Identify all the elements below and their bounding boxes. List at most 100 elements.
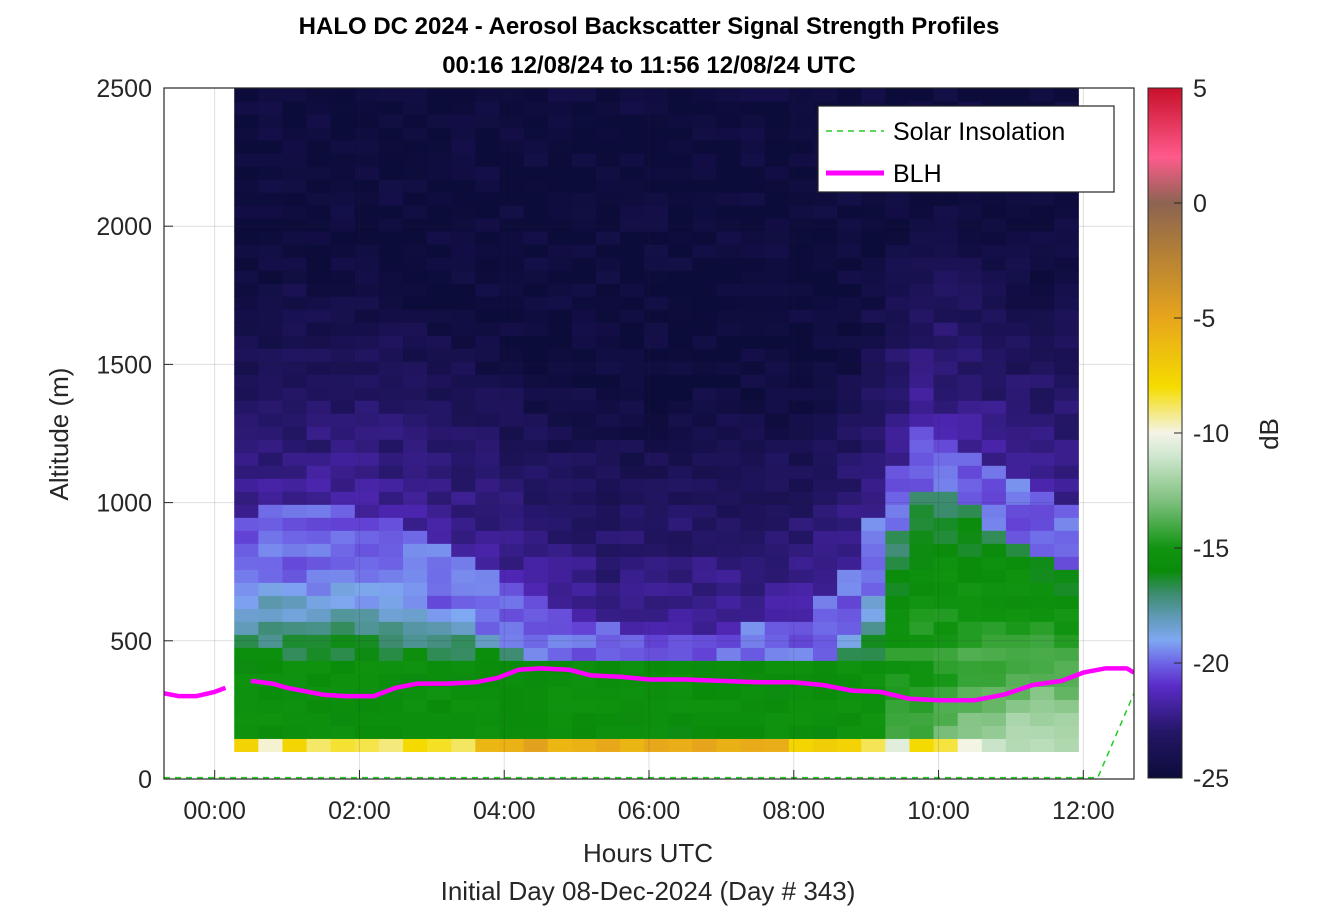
heatmap-cell [644, 491, 669, 505]
heatmap-cell [523, 348, 549, 362]
heatmap-cell [499, 361, 525, 375]
heatmap-cell [909, 517, 935, 531]
heatmap-cell [620, 543, 645, 557]
heatmap-cell [644, 244, 669, 258]
heatmap-cell [957, 244, 983, 258]
heatmap-cell [282, 738, 308, 752]
heatmap-cell [282, 192, 308, 206]
heatmap-cell [282, 634, 308, 648]
heatmap-cell [668, 348, 694, 362]
heatmap-cell [1005, 712, 1031, 726]
heatmap-cell [740, 335, 766, 349]
heatmap-cell [885, 712, 911, 726]
heatmap-cell [499, 517, 525, 531]
heatmap-cell [258, 127, 284, 141]
heatmap-cell [595, 517, 621, 531]
heatmap-cell [523, 556, 549, 570]
heatmap-cell [1030, 257, 1055, 271]
heatmap-cell [1054, 257, 1079, 271]
heatmap-cell [258, 452, 284, 466]
heatmap-cell [620, 660, 645, 674]
heatmap-cell [909, 374, 935, 388]
heatmap-cell [1005, 673, 1031, 687]
heatmap-cell [764, 127, 790, 141]
heatmap-cell [1054, 361, 1079, 375]
heatmap-cell [788, 608, 814, 622]
heatmap-cell [644, 400, 669, 414]
heatmap-cell [451, 335, 476, 349]
heatmap-cell [1054, 647, 1079, 661]
heatmap-cell [740, 218, 766, 232]
heatmap-cell [258, 322, 284, 336]
heatmap-cell [282, 309, 308, 323]
heatmap-cell [716, 361, 742, 375]
heatmap-cell [1030, 387, 1055, 401]
heatmap-cell [306, 673, 332, 687]
heatmap-cell [1030, 374, 1055, 388]
heatmap-cell [499, 166, 525, 180]
heatmap-cell [837, 335, 862, 349]
heatmap-cell [644, 621, 669, 635]
heatmap-cell [1005, 738, 1031, 752]
heatmap-cell [692, 647, 718, 661]
heatmap-cell [740, 101, 766, 115]
heatmap-cell [788, 556, 814, 570]
heatmap-cell [837, 400, 862, 414]
heatmap-cell [571, 218, 597, 232]
heatmap-cell [740, 517, 766, 531]
heatmap-cell [499, 478, 525, 492]
heatmap-cell [764, 309, 790, 323]
heatmap-cell [861, 192, 886, 206]
heatmap-cell [475, 634, 501, 648]
heatmap-cell [837, 608, 862, 622]
heatmap-cell [885, 387, 911, 401]
heatmap-cell [620, 322, 645, 336]
heatmap-cell [957, 582, 983, 596]
heatmap-cell [668, 478, 694, 492]
heatmap-cell [595, 478, 621, 492]
heatmap-cell [788, 127, 814, 141]
heatmap-cell [427, 738, 452, 752]
heatmap-cell [451, 426, 476, 440]
heatmap-cell [547, 478, 573, 492]
heatmap-cell [523, 543, 549, 557]
heatmap-cell [306, 608, 332, 622]
heatmap-cell [981, 660, 1007, 674]
heatmap-cell [716, 491, 742, 505]
legend-blh-label: BLH [893, 160, 942, 188]
heatmap-cell [1030, 725, 1055, 739]
heatmap-cell [837, 283, 862, 297]
heatmap-cell [282, 348, 308, 362]
heatmap-cell [620, 309, 645, 323]
heatmap-cell [692, 465, 718, 479]
heatmap-cell [933, 582, 959, 596]
heatmap-cell [571, 335, 597, 349]
heatmap-cell [378, 465, 404, 479]
heatmap-cell [1005, 387, 1031, 401]
colorbar-tick-label: 5 [1193, 75, 1207, 103]
heatmap-cell [861, 218, 886, 232]
heatmap-cell [330, 426, 356, 440]
heatmap-cell [571, 478, 597, 492]
heatmap-cell [764, 582, 790, 596]
heatmap-cell [668, 335, 694, 349]
heatmap-cell [403, 647, 428, 661]
heatmap-cell [595, 660, 621, 674]
heatmap-cell [595, 205, 621, 219]
heatmap-cell [861, 413, 886, 427]
heatmap-cell [451, 231, 476, 245]
heatmap-cell [1054, 660, 1079, 674]
heatmap-cell [571, 153, 597, 167]
heatmap-cell [378, 556, 404, 570]
heatmap-cell [668, 686, 694, 700]
heatmap-cell [234, 140, 259, 154]
heatmap-cell [547, 309, 573, 323]
heatmap-cell [885, 478, 911, 492]
heatmap-cell [740, 634, 766, 648]
heatmap [234, 88, 1079, 752]
heatmap-cell [909, 634, 935, 648]
heatmap-cell [258, 205, 284, 219]
heatmap-cell [378, 153, 404, 167]
heatmap-cell [378, 374, 404, 388]
